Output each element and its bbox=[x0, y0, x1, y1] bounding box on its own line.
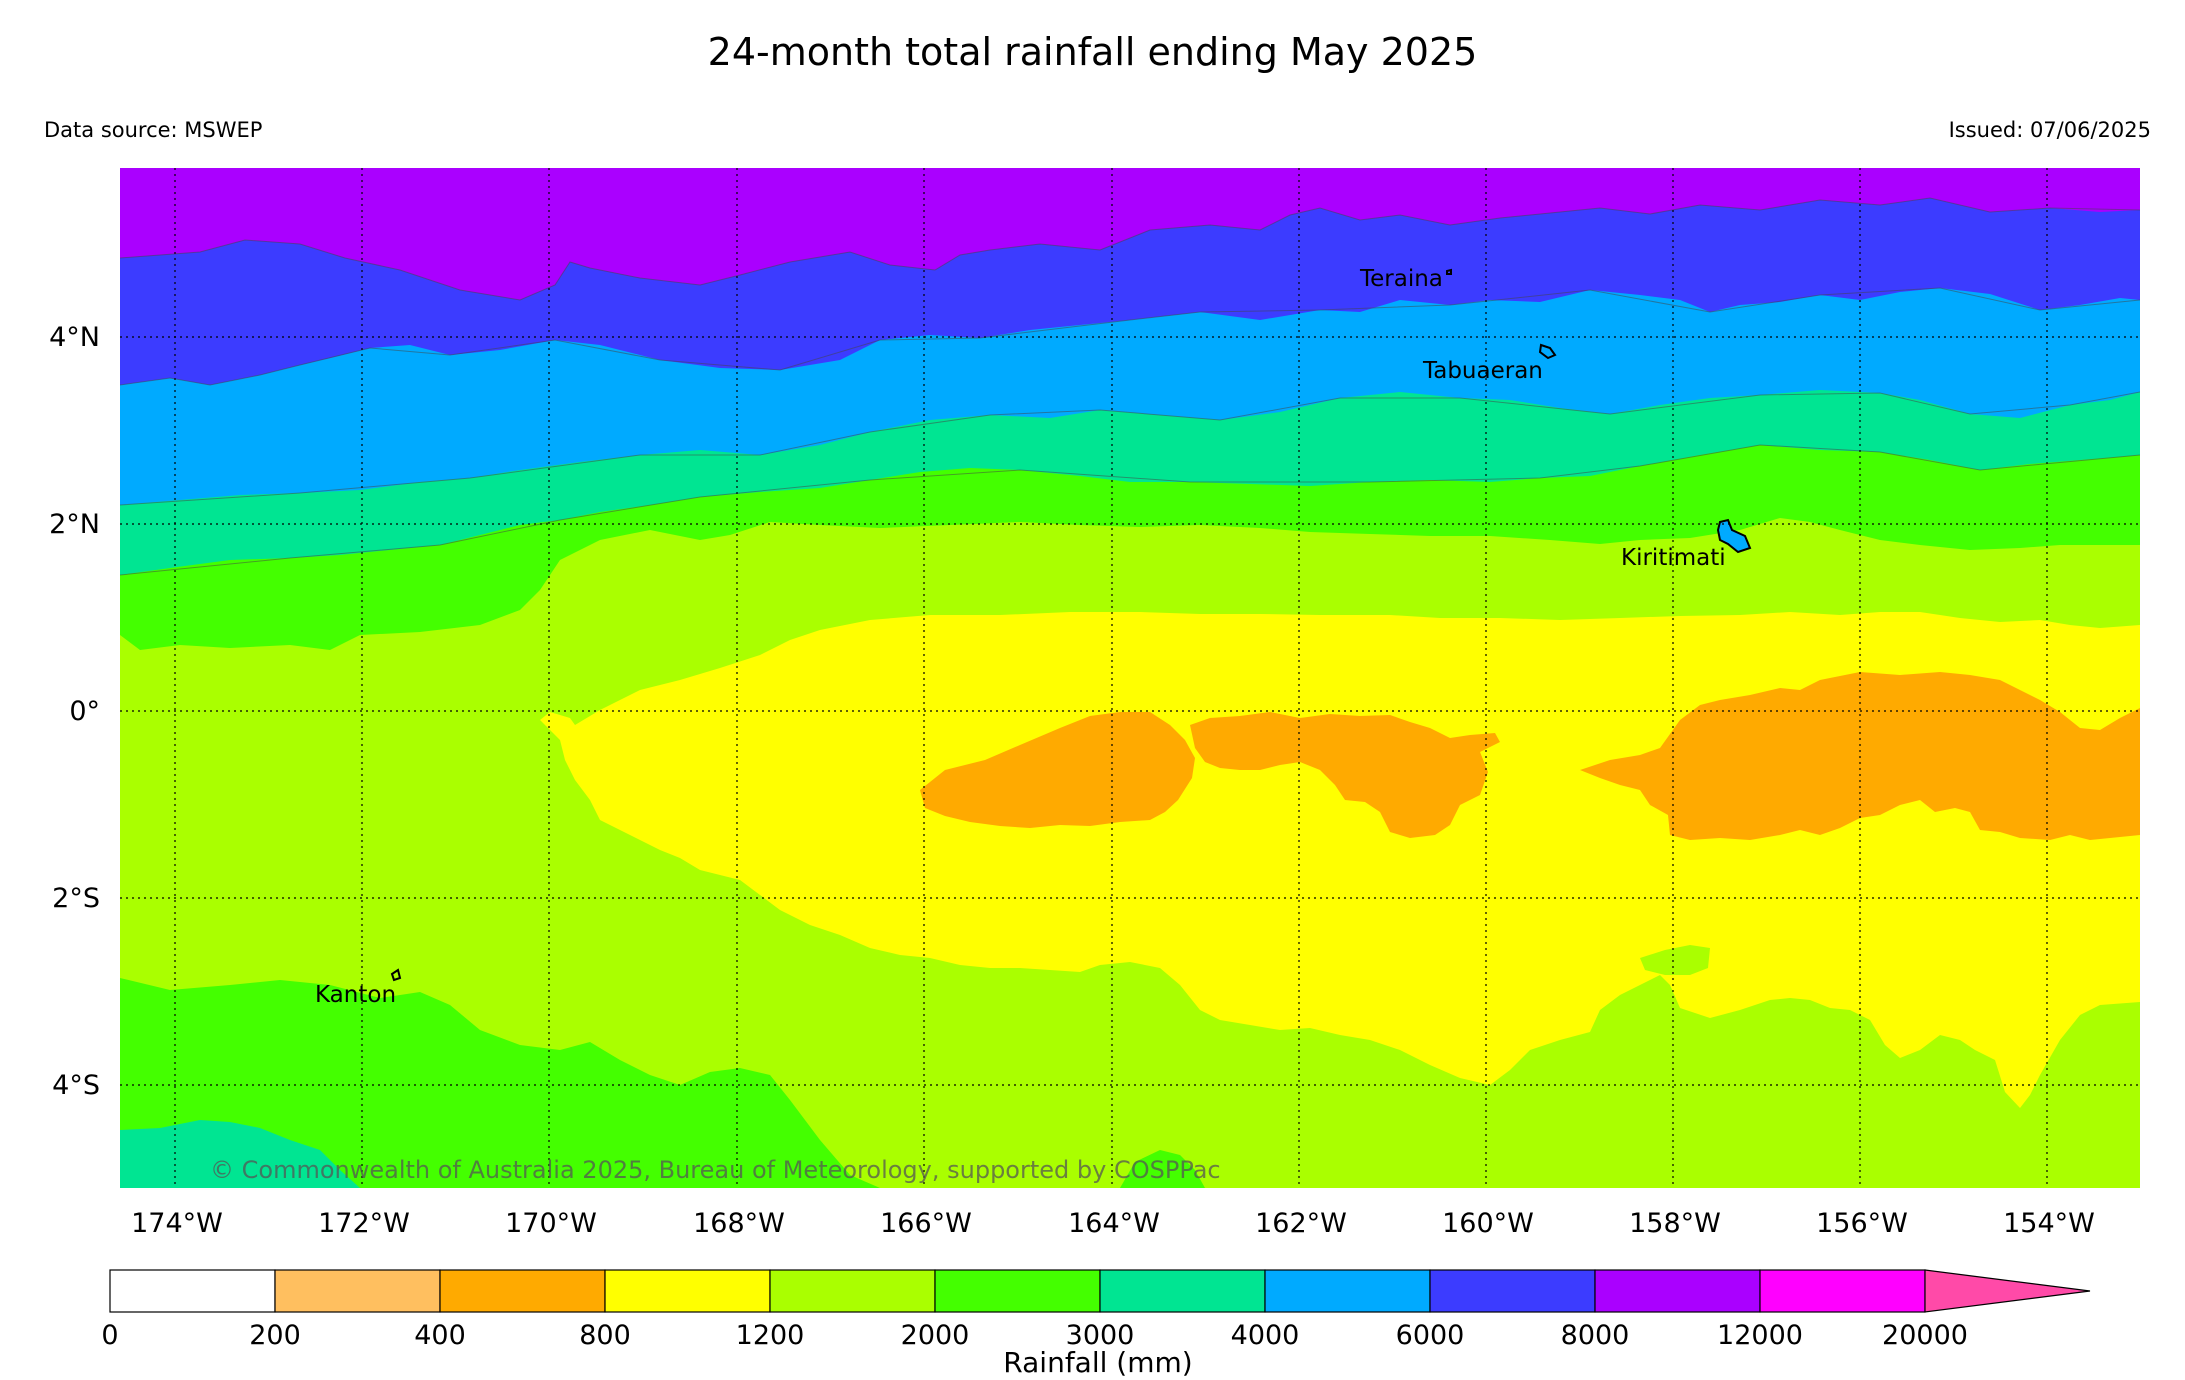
legend-swatch bbox=[1264, 1269, 1431, 1313]
rainfall-map: Teraina Tabuaeran Kiritimati Kanton © Co… bbox=[120, 168, 2140, 1188]
kanton-island bbox=[390, 968, 402, 982]
legend-title: Rainfall (mm) bbox=[1003, 1346, 1192, 1379]
legend-tick-label: 2000 bbox=[901, 1320, 970, 1351]
legend-tick-label: 20000 bbox=[1882, 1320, 1968, 1351]
legend-swatch bbox=[1594, 1269, 1761, 1313]
islands bbox=[390, 268, 1752, 982]
place-kanton: Kanton bbox=[315, 982, 396, 1008]
legend-tick-label: 200 bbox=[249, 1320, 301, 1351]
legend-tick-label: 0 bbox=[101, 1320, 118, 1351]
lon-tick-168w: 168°W bbox=[693, 1208, 785, 1239]
lat-tick-4s: 4°S bbox=[52, 1070, 100, 1101]
place-tabuaeran: Tabuaeran bbox=[1422, 358, 1543, 384]
legend-tick-label: 8000 bbox=[1561, 1320, 1630, 1351]
teraina-island bbox=[1446, 268, 1452, 275]
legend-tick-labels: 0 200 400 800 1200 2000 3000 4000 6000 8000 12000 2… bbox=[101, 1320, 1968, 1351]
issued-date-label: Issued: 07/06/2025 bbox=[1948, 118, 2151, 142]
copyright-notice: © Commonwealth of Australia 2025, Bureau… bbox=[210, 1156, 1221, 1184]
place-teraina: Teraina bbox=[1359, 266, 1443, 292]
lat-tick-2s: 2°S bbox=[52, 883, 100, 914]
lon-tick-160w: 160°W bbox=[1442, 1208, 1534, 1239]
legend-tick-label: 12000 bbox=[1717, 1320, 1803, 1351]
lat-axis: 4°N 2°N 0° 2°S 4°S bbox=[49, 322, 100, 1101]
lat-tick-2n: 2°N bbox=[49, 509, 100, 540]
legend-swatch bbox=[274, 1269, 441, 1313]
legend-extension-triangle bbox=[1924, 1269, 2091, 1313]
legend-swatch bbox=[1429, 1269, 1596, 1313]
legend-swatch bbox=[1099, 1269, 1266, 1313]
legend-tick-label: 3000 bbox=[1066, 1320, 1135, 1351]
legend-tick-label: 400 bbox=[414, 1320, 466, 1351]
legend-swatch bbox=[769, 1269, 936, 1313]
legend-swatch bbox=[934, 1269, 1101, 1313]
band-3000-4000-south bbox=[120, 1120, 360, 1188]
band-3000-4000-blob bbox=[1120, 1150, 1205, 1188]
lon-tick-158w: 158°W bbox=[1629, 1208, 1721, 1239]
lon-axis: 174°W 172°W 170°W 168°W 166°W 164°W 162°… bbox=[131, 1208, 2095, 1239]
legend-tick-label: 4000 bbox=[1231, 1320, 1300, 1351]
data-source-label: Data source: MSWEP bbox=[44, 118, 263, 142]
lon-tick-154w: 154°W bbox=[2003, 1208, 2095, 1239]
legend-swatch bbox=[604, 1269, 771, 1313]
contour-lines bbox=[120, 197, 2140, 576]
legend-swatch bbox=[109, 1269, 276, 1313]
band-1200-2000-patch bbox=[1640, 945, 1710, 975]
tabuaeran-island bbox=[1538, 343, 1557, 360]
legend-tick-label: 800 bbox=[579, 1320, 631, 1351]
band-400-800-west bbox=[920, 712, 1195, 828]
band-2000-3000-south bbox=[120, 978, 880, 1188]
legend-swatch bbox=[439, 1269, 606, 1313]
lon-tick-174w: 174°W bbox=[131, 1208, 223, 1239]
legend-tick-label: 6000 bbox=[1396, 1320, 1465, 1351]
lat-tick-0: 0° bbox=[69, 696, 100, 727]
legend-tick-label: 1200 bbox=[736, 1320, 805, 1351]
chart-title: 24-month total rainfall ending May 2025 bbox=[707, 30, 1478, 74]
lon-tick-166w: 166°W bbox=[880, 1208, 972, 1239]
legend-colorbar: 0 200 400 800 1200 2000 3000 4000 6000 8000 12000 2… bbox=[101, 1269, 2091, 1379]
lon-tick-156w: 156°W bbox=[1816, 1208, 1908, 1239]
kiritimati-island bbox=[1716, 518, 1752, 554]
lon-tick-164w: 164°W bbox=[1068, 1208, 1160, 1239]
legend-swatches bbox=[109, 1269, 2091, 1313]
lon-tick-172w: 172°W bbox=[318, 1208, 410, 1239]
gridlines bbox=[120, 168, 2140, 1188]
lon-tick-170w: 170°W bbox=[505, 1208, 597, 1239]
legend-swatch bbox=[1759, 1269, 1926, 1313]
band-400-800-central bbox=[1190, 712, 1500, 838]
lon-tick-162w: 162°W bbox=[1255, 1208, 1347, 1239]
lat-tick-4n: 4°N bbox=[49, 322, 100, 353]
place-kiritimati: Kiritimati bbox=[1621, 545, 1726, 571]
